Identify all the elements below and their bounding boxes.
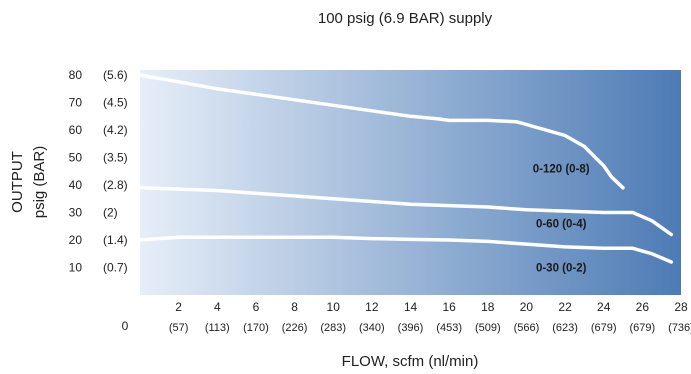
y-tick-label-70: 70: [69, 96, 83, 110]
y-tick-label-60: 60: [69, 123, 83, 137]
x-tick-sub-label-22: (623): [552, 322, 578, 334]
y-tick-bar-label-30: (2): [103, 206, 118, 220]
x-tick-label-24: 24: [597, 300, 611, 314]
y-tick-label-20: 20: [69, 233, 83, 247]
y-tick-label-40: 40: [69, 178, 83, 192]
x-tick-label-4: 4: [214, 300, 221, 314]
x-tick-label-14: 14: [404, 300, 418, 314]
x-tick-sub-label-4: (113): [205, 322, 230, 334]
x-tick-sub-label-14: (396): [398, 322, 424, 334]
y-tick-label-10: 10: [69, 261, 83, 275]
series-label-3: 0-30 (0-2): [536, 263, 587, 275]
x-tick-sub-label-18: (509): [475, 322, 501, 334]
y-tick-label-80: 80: [69, 68, 83, 82]
x-tick-label-18: 18: [481, 300, 495, 314]
x-tick-sub-label-16: (453): [436, 322, 462, 334]
series-line-3: [138, 235, 674, 264]
y-tick-bar-label-60: (4.2): [103, 123, 128, 137]
x-tick-sub-label-26: (679): [630, 322, 656, 334]
series-label-2: 0-60 (0-4): [536, 219, 587, 231]
y-tick-bar-label-10: (0.7): [103, 261, 128, 275]
series-labels: 0-120 (0-8) 0-60 (0-4) 0-30 (0-2): [533, 164, 590, 275]
y-ticks: 10 (0.7) 20 (1.4) 30 (2) 40 (2.8) 50 (3.5) 60 (4.2)…: [69, 68, 128, 275]
series-line-1: [138, 73, 625, 190]
y-axis-label: OUTPUT psig (BAR): [9, 146, 48, 219]
x-tick-label-28: 28: [674, 300, 688, 314]
x-tick-sub-label-8: (226): [282, 322, 308, 334]
y-tick-bar-label-50: (3.5): [103, 151, 128, 165]
x-tick-sub-label-10: (283): [320, 322, 346, 334]
chart-title: 100 psig (6.9 BAR) supply: [318, 10, 493, 27]
y-axis-label-line-1: OUTPUT: [9, 151, 26, 213]
x-axis-label: FLOW, scfm (nl/min): [342, 353, 479, 370]
y-tick-label-50: 50: [69, 151, 83, 165]
x-tick-label-16: 16: [442, 300, 456, 314]
x-ticks: 2 (57) 4 (113) 6 (170) 8 (226) 10 (283) 12 (340) 14 (…: [169, 300, 691, 334]
x-tick-label-2: 2: [175, 300, 182, 314]
x-tick-label-20: 20: [520, 300, 534, 314]
x-tick-sub-label-6: (170): [243, 322, 269, 334]
x-tick-label-12: 12: [365, 300, 379, 314]
x-tick-sub-label-24: (679): [591, 322, 617, 334]
y-tick-bar-label-80: (5.6): [103, 68, 128, 82]
x-tick-label-8: 8: [291, 300, 298, 314]
series-label-1: 0-120 (0-8): [533, 164, 590, 176]
series-lines: [138, 73, 674, 264]
x-tick-sub-label-2: (57): [169, 322, 189, 334]
x-zero-label: 0: [122, 319, 129, 333]
x-tick-label-26: 26: [636, 300, 650, 314]
x-tick-label-10: 10: [327, 300, 341, 314]
series-line-2: [138, 186, 674, 237]
x-tick-sub-label-20: (566): [514, 322, 540, 334]
x-tick-sub-label-28: (736): [668, 322, 691, 334]
y-tick-bar-label-70: (4.5): [103, 96, 128, 110]
x-tick-label-6: 6: [253, 300, 260, 314]
y-tick-bar-label-20: (1.4): [103, 233, 128, 247]
y-axis-label-line-2: psig (BAR): [31, 146, 48, 219]
x-tick-sub-label-12: (340): [359, 322, 385, 334]
plot-background: [140, 70, 681, 295]
y-tick-label-30: 30: [69, 206, 83, 220]
y-tick-bar-label-40: (2.8): [103, 178, 128, 192]
x-tick-label-22: 22: [558, 300, 572, 314]
